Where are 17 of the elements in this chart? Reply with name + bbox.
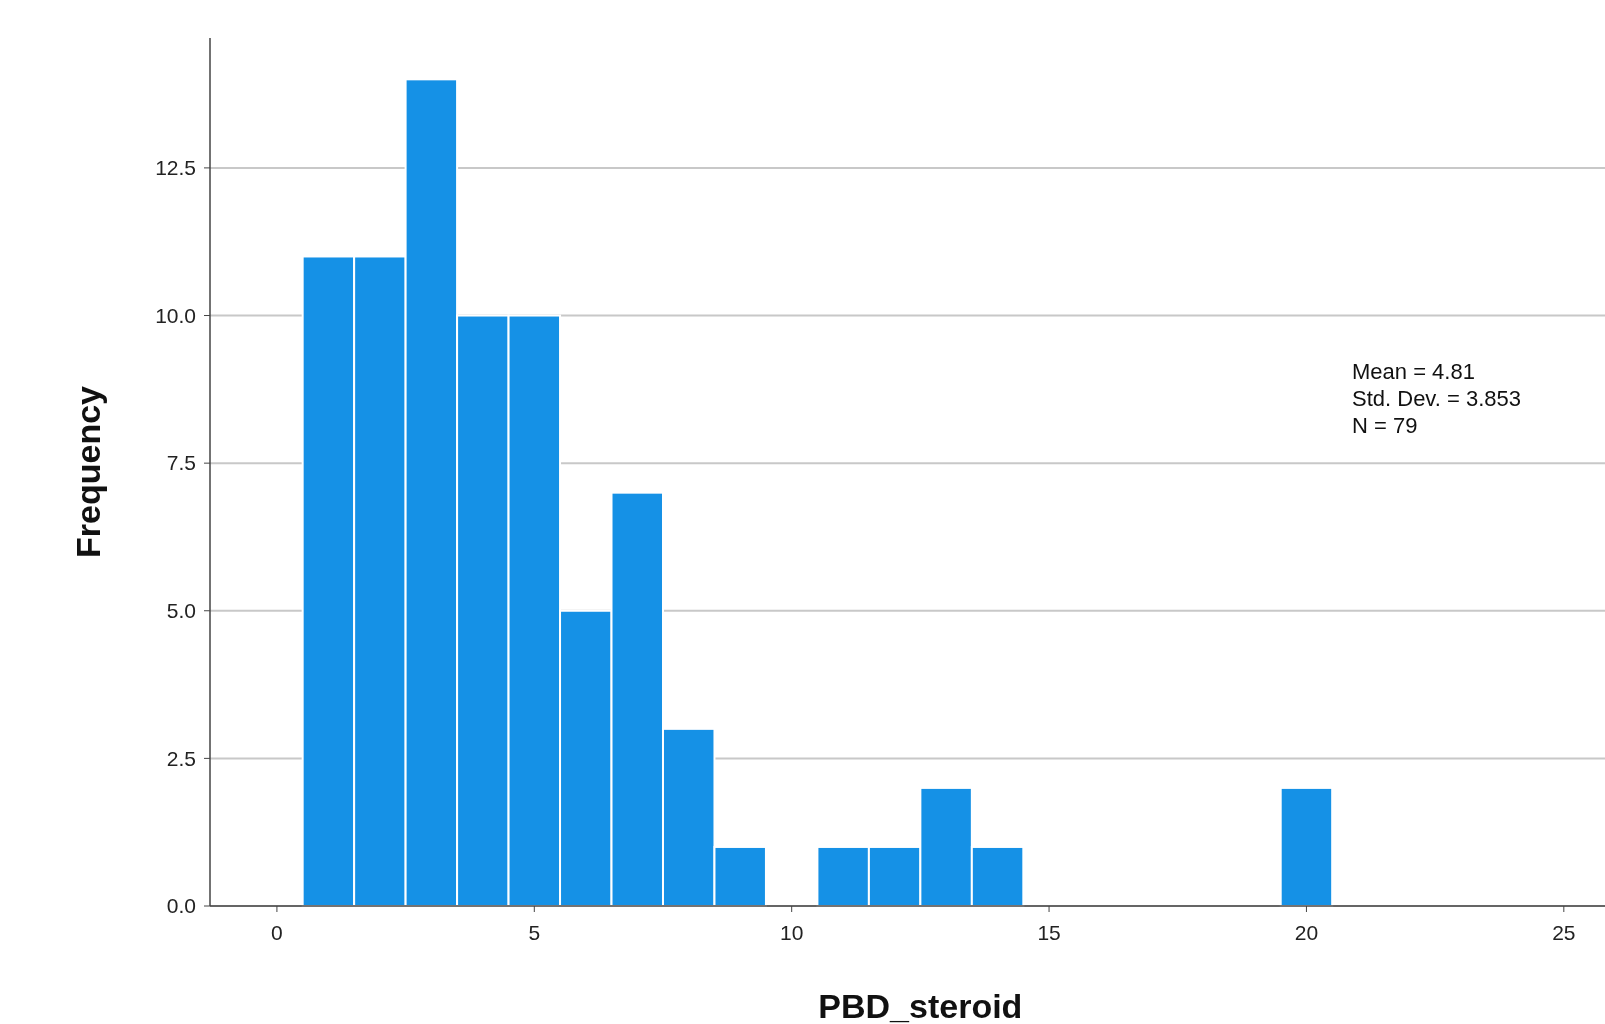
annotation: Std. Dev. = 3.853 bbox=[1352, 386, 1521, 411]
annotation: Mean = 4.81 bbox=[1352, 359, 1475, 384]
x-axis-title: PBD_steroid bbox=[818, 987, 1023, 1024]
y-tick-label: 7.5 bbox=[166, 451, 196, 475]
y-tick-label: 10.0 bbox=[155, 303, 196, 327]
x-tick-label: 0 bbox=[271, 921, 283, 944]
x-tick-label: 20 bbox=[1294, 921, 1319, 944]
annotation: N = 79 bbox=[1352, 413, 1418, 438]
y-axis-title: Frequency bbox=[69, 385, 107, 558]
y-tick-label: 2.5 bbox=[166, 746, 196, 770]
y-tick-label: 12.5 bbox=[155, 156, 196, 180]
y-tick-label: 5.0 bbox=[166, 599, 196, 623]
y-tick-label: 0.0 bbox=[166, 894, 196, 918]
x-tick-label: 10 bbox=[780, 921, 804, 944]
x-tick-label: 15 bbox=[1037, 921, 1061, 944]
x-tick-label: 5 bbox=[528, 921, 541, 944]
x-tick-label: 25 bbox=[1552, 921, 1576, 944]
